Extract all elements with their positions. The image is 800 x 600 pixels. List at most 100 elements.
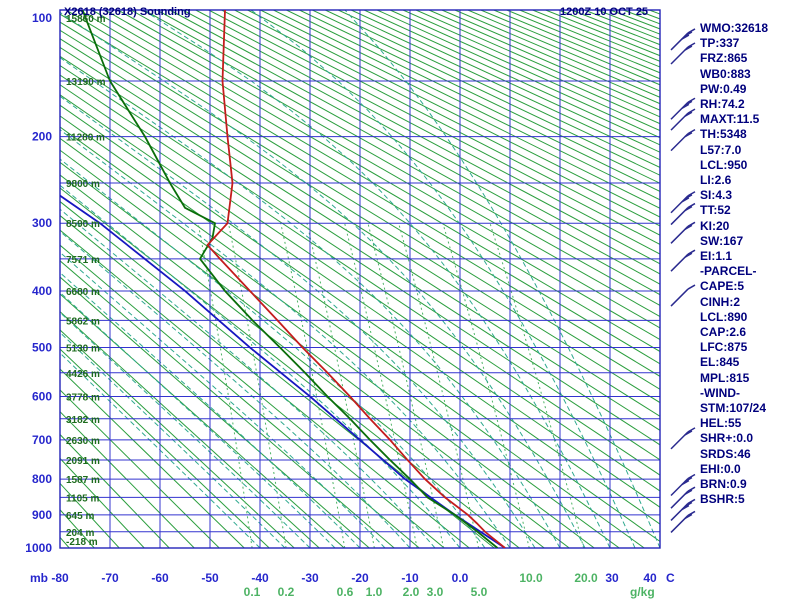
height-label: 2630 m bbox=[66, 436, 100, 447]
stat-line: TH:5348 bbox=[700, 127, 747, 142]
stat-line: SW:167 bbox=[700, 233, 744, 248]
pressure-tick-label: 600 bbox=[32, 389, 52, 403]
stat-line: CAPE:5 bbox=[700, 279, 745, 294]
stat-line: -PARCEL- bbox=[700, 264, 757, 279]
wind-barb bbox=[670, 284, 696, 307]
dewpoint-trace bbox=[81, 10, 499, 548]
stat-line: MPL:815 bbox=[700, 370, 750, 385]
wind-barb bbox=[670, 108, 696, 131]
mixing-tick-label: 0.2 bbox=[278, 585, 295, 599]
temp-tick-label: -40 bbox=[251, 571, 269, 585]
temp-tick-label: -80 bbox=[51, 571, 69, 585]
height-label: -218 m bbox=[66, 537, 98, 548]
mixing-tick-label: 1.0 bbox=[366, 585, 383, 599]
temp-tick-label: 30 bbox=[605, 571, 619, 585]
stats-panel: WMO:32618 TP:337 FRZ:865 WB0:883 PW:0.49 RH:7… bbox=[700, 21, 798, 508]
parcel-trace bbox=[60, 194, 506, 548]
mixing-tick-label: 20.0 bbox=[574, 571, 598, 585]
stat-line: WMO:32618 bbox=[700, 21, 769, 35]
stat-line: BRN:0.9 bbox=[700, 477, 747, 492]
stat-line: STM:107/24 bbox=[700, 401, 767, 416]
stat-line: -WIND- bbox=[700, 385, 740, 400]
mixing-tick-label: 2.0 bbox=[403, 585, 420, 599]
temperature-trace bbox=[206, 10, 506, 548]
pressure-tick-label: 300 bbox=[32, 216, 52, 230]
wind-barb bbox=[670, 510, 696, 533]
pressure-tick-label: 1000 bbox=[25, 541, 52, 555]
wind-barb bbox=[670, 498, 696, 521]
stat-line: LI:2.6 bbox=[700, 173, 732, 188]
pressure-tick-label: 500 bbox=[32, 341, 52, 355]
height-label: 8590 m bbox=[66, 219, 100, 230]
temp-tick-label: -60 bbox=[151, 571, 169, 585]
stat-line: PW:0.49 bbox=[700, 81, 747, 96]
stat-line: LFC:875 bbox=[700, 340, 748, 355]
height-label: 3778 m bbox=[66, 392, 100, 403]
mixing-tick-label: 0.1 bbox=[244, 585, 261, 599]
wind-barb bbox=[670, 97, 696, 120]
wind-barb bbox=[670, 128, 696, 152]
height-label: 5862 m bbox=[66, 316, 100, 327]
stat-line: SRDS:46 bbox=[700, 446, 751, 461]
mixing-tick-label: 3.0 bbox=[427, 585, 444, 599]
stat-line: CINH:2 bbox=[700, 294, 741, 309]
chart-background bbox=[60, 10, 660, 548]
mixing-tick-label: 10.0 bbox=[519, 571, 543, 585]
wind-barb bbox=[670, 427, 696, 450]
height-label: 645 m bbox=[66, 511, 94, 522]
wind-barb-column bbox=[670, 28, 696, 533]
wind-barb bbox=[670, 202, 696, 226]
height-label: 2091 m bbox=[66, 456, 100, 467]
temp-tick-label: 0.0 bbox=[452, 571, 469, 585]
stat-line: RH:74.2 bbox=[700, 97, 745, 112]
height-label: 11280 m bbox=[66, 133, 105, 144]
mixing-tick-label: 5.0 bbox=[471, 585, 488, 599]
height-label: 7571 m bbox=[66, 255, 100, 266]
stat-line: LCL:890 bbox=[700, 309, 748, 324]
wind-barb bbox=[670, 221, 696, 244]
height-label: 204 m bbox=[66, 528, 94, 539]
wind-barb bbox=[670, 473, 696, 497]
height-label: 13190 m bbox=[66, 77, 106, 88]
wind-barb bbox=[670, 249, 696, 272]
mixing-axis-unit: g/kg bbox=[630, 585, 655, 599]
pressure-tick-label: 200 bbox=[32, 130, 52, 144]
height-label: 6680 m bbox=[66, 287, 100, 298]
temp-tick-label: -20 bbox=[351, 571, 369, 585]
stat-line: SI:4.3 bbox=[700, 188, 733, 203]
height-label: 5130 m bbox=[66, 344, 100, 355]
stat-line: HEL:55 bbox=[700, 416, 742, 431]
temp-tick-label: -50 bbox=[201, 571, 219, 585]
mixing-tick-label: 0.6 bbox=[337, 585, 354, 599]
stat-line: SHR+:0.0 bbox=[700, 431, 754, 446]
stat-line: CAP:2.6 bbox=[700, 325, 747, 340]
height-label: 3182 m bbox=[66, 415, 100, 426]
stat-line: EI:1.1 bbox=[700, 249, 733, 264]
stat-line: EL:845 bbox=[700, 355, 740, 370]
pressure-axis-unit: mb bbox=[30, 571, 48, 585]
height-label: 4426 m bbox=[66, 369, 100, 380]
height-label: 9800 m bbox=[66, 179, 100, 190]
stat-line: EHI:0.0 bbox=[700, 461, 741, 476]
temp-tick-label: 40 bbox=[643, 571, 657, 585]
temp-tick-label: -70 bbox=[101, 571, 119, 585]
stat-line: BSHR:5 bbox=[700, 492, 745, 507]
height-label: 15860 m bbox=[66, 14, 106, 25]
pressure-tick-label: 700 bbox=[32, 433, 52, 447]
stat-line: KI:20 bbox=[700, 218, 730, 233]
wind-barb bbox=[670, 486, 696, 509]
height-label: 1105 m bbox=[66, 493, 99, 504]
stat-line: MAXT:11.5 bbox=[700, 112, 760, 127]
stat-line: TP:337 bbox=[700, 36, 740, 51]
pressure-tick-label: 400 bbox=[32, 284, 52, 298]
pressure-tick-label: 800 bbox=[32, 472, 52, 486]
wind-barb bbox=[670, 28, 696, 51]
sounding-datetime: 1200Z 10 OCT 25 bbox=[560, 6, 649, 18]
chart-border bbox=[59, 9, 661, 549]
height-label: 1587 m bbox=[66, 475, 100, 486]
pressure-tick-label: 900 bbox=[32, 508, 52, 522]
temp-tick-label: -10 bbox=[401, 571, 419, 585]
wind-barb bbox=[670, 191, 696, 214]
